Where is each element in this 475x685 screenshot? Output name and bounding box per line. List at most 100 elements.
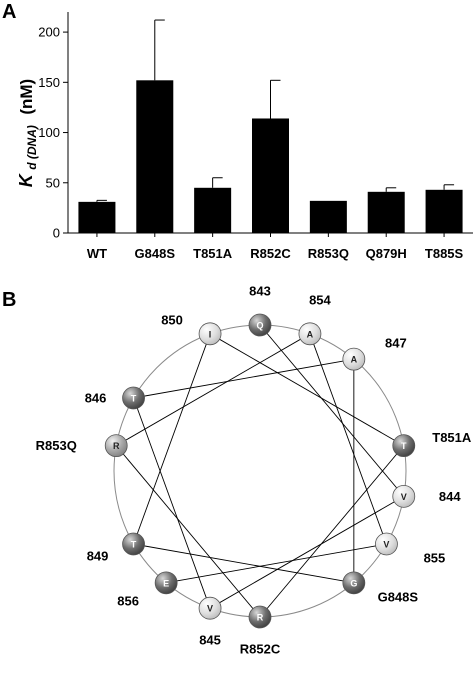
residue-circle: [198, 596, 222, 620]
residue-letter: R: [113, 441, 120, 451]
bar-chart: K d (DNA) (nM) 0 50 100 150 200 WT G848S T851A…: [16, 12, 473, 261]
x-tick-label: T851A: [193, 246, 233, 261]
panel-b-letter: B: [2, 289, 16, 311]
residue-letter: G: [350, 578, 357, 588]
bar-wt: [78, 201, 116, 233]
y-tick-label: 150: [38, 75, 60, 90]
residue-letter: E: [163, 578, 169, 588]
residue-node: T: [122, 386, 145, 410]
x-tick-label: R852C: [250, 246, 291, 261]
residue-letter: R: [257, 613, 264, 623]
position-label: 844: [439, 489, 461, 504]
y-tick-label: 200: [38, 25, 60, 40]
x-tick-label: G848S: [135, 246, 176, 261]
residue-circle: [342, 347, 366, 371]
wheel-residues: Q V V T A G T I T R R A V E: [104, 313, 416, 629]
position-label: 843: [249, 284, 271, 299]
residue-node: R: [248, 605, 272, 629]
position-label: 846: [85, 391, 107, 406]
residue-node: T: [392, 434, 416, 458]
residue-circle: [392, 434, 416, 458]
mutation-label: T851A: [432, 430, 472, 445]
bars-layer: [78, 80, 463, 234]
residue-circle: [198, 322, 222, 346]
wheel-connection: [133, 333, 211, 545]
residue-letter: T: [131, 540, 137, 550]
residue-node: V: [392, 484, 416, 508]
residue-letter: Q: [256, 321, 263, 331]
bar-q879h: [367, 191, 405, 233]
residue-node: I: [198, 322, 222, 346]
wheel-position-labels: 843 844 845 846 847 G848S 849 850 T851A R852C R853…: [36, 284, 472, 657]
error-bars-layer: [96, 19, 455, 202]
residue-node: A: [298, 322, 322, 346]
residue-letter: I: [209, 329, 212, 339]
x-tick-label: WT: [87, 246, 107, 261]
wheel-connection: [259, 445, 405, 618]
residue-circle: [298, 322, 322, 346]
residue-circle: [342, 571, 366, 595]
residue-letter: V: [383, 540, 389, 550]
y-axis-symbol: K: [16, 172, 36, 187]
position-label: 850: [161, 312, 183, 327]
mutation-label: G848S: [378, 589, 419, 604]
wheel-connection-lines: [115, 324, 405, 618]
residue-node: E: [154, 571, 178, 595]
y-ticks-layer: 0 50 100 150 200: [38, 25, 68, 241]
residue-node: V: [375, 532, 398, 556]
x-labels-layer: WT G848S T851A R852C R853Q Q879H T885S: [87, 233, 464, 261]
residue-node: G: [342, 571, 366, 595]
wheel-connection: [309, 333, 387, 545]
residue-circle: [122, 386, 145, 410]
bar-t885s: [425, 189, 463, 233]
position-label: 847: [385, 336, 407, 351]
residue-node: V: [198, 596, 222, 620]
wheel-connection: [133, 543, 354, 584]
residue-letter: V: [207, 604, 213, 614]
residue-letter: A: [307, 329, 314, 339]
wheel-connection: [259, 324, 405, 497]
position-label: 854: [309, 292, 331, 307]
wheel-connection: [115, 445, 261, 618]
wheel-connection: [209, 333, 405, 447]
position-label: 856: [117, 593, 139, 608]
y-tick-label: 50: [46, 175, 60, 190]
residue-letter: T: [401, 441, 407, 451]
position-label: 855: [424, 551, 446, 566]
residue-circle: [375, 532, 398, 556]
wheel-connection: [133, 358, 354, 399]
wheel-circle: [113, 324, 407, 618]
x-tick-label: T885S: [425, 246, 464, 261]
bar-r853q: [309, 200, 347, 233]
residue-circle: [122, 532, 145, 556]
bar-g848s: [136, 80, 174, 234]
residue-circle: [248, 605, 272, 629]
residue-circle: [392, 484, 416, 508]
residue-node: Q: [248, 313, 272, 337]
y-axis-unit: (nM): [17, 79, 36, 115]
residue-node: R: [104, 434, 128, 458]
y-tick-label: 0: [53, 226, 60, 241]
panel-a-letter: A: [2, 1, 16, 23]
bar-t851a: [194, 187, 232, 233]
mutation-label: R853Q: [36, 438, 77, 453]
wheel-connection: [133, 397, 211, 609]
position-label: 849: [87, 549, 109, 564]
residue-letter: V: [401, 492, 407, 502]
wheel-connection: [209, 495, 405, 609]
bar-r852c: [252, 118, 289, 233]
mutation-label: R852C: [240, 642, 281, 657]
residue-letter: A: [351, 355, 358, 365]
wheel-connection: [166, 543, 387, 584]
residue-node: T: [122, 532, 145, 556]
residue-node: A: [342, 347, 366, 371]
helical-wheel: Q V V T A G T I T R R A V E 843 844 845 846 847 G848S 849 85…: [36, 284, 472, 657]
residue-circle: [248, 313, 272, 337]
residue-letter: T: [131, 394, 137, 404]
position-label: 845: [199, 633, 221, 648]
x-tick-label: Q879H: [366, 246, 407, 261]
residue-circle: [104, 434, 128, 458]
y-axis-subscript: d (DNA): [25, 125, 39, 170]
svg-text:K d (DNA) (nM): K d (DNA) (nM): [16, 79, 40, 187]
